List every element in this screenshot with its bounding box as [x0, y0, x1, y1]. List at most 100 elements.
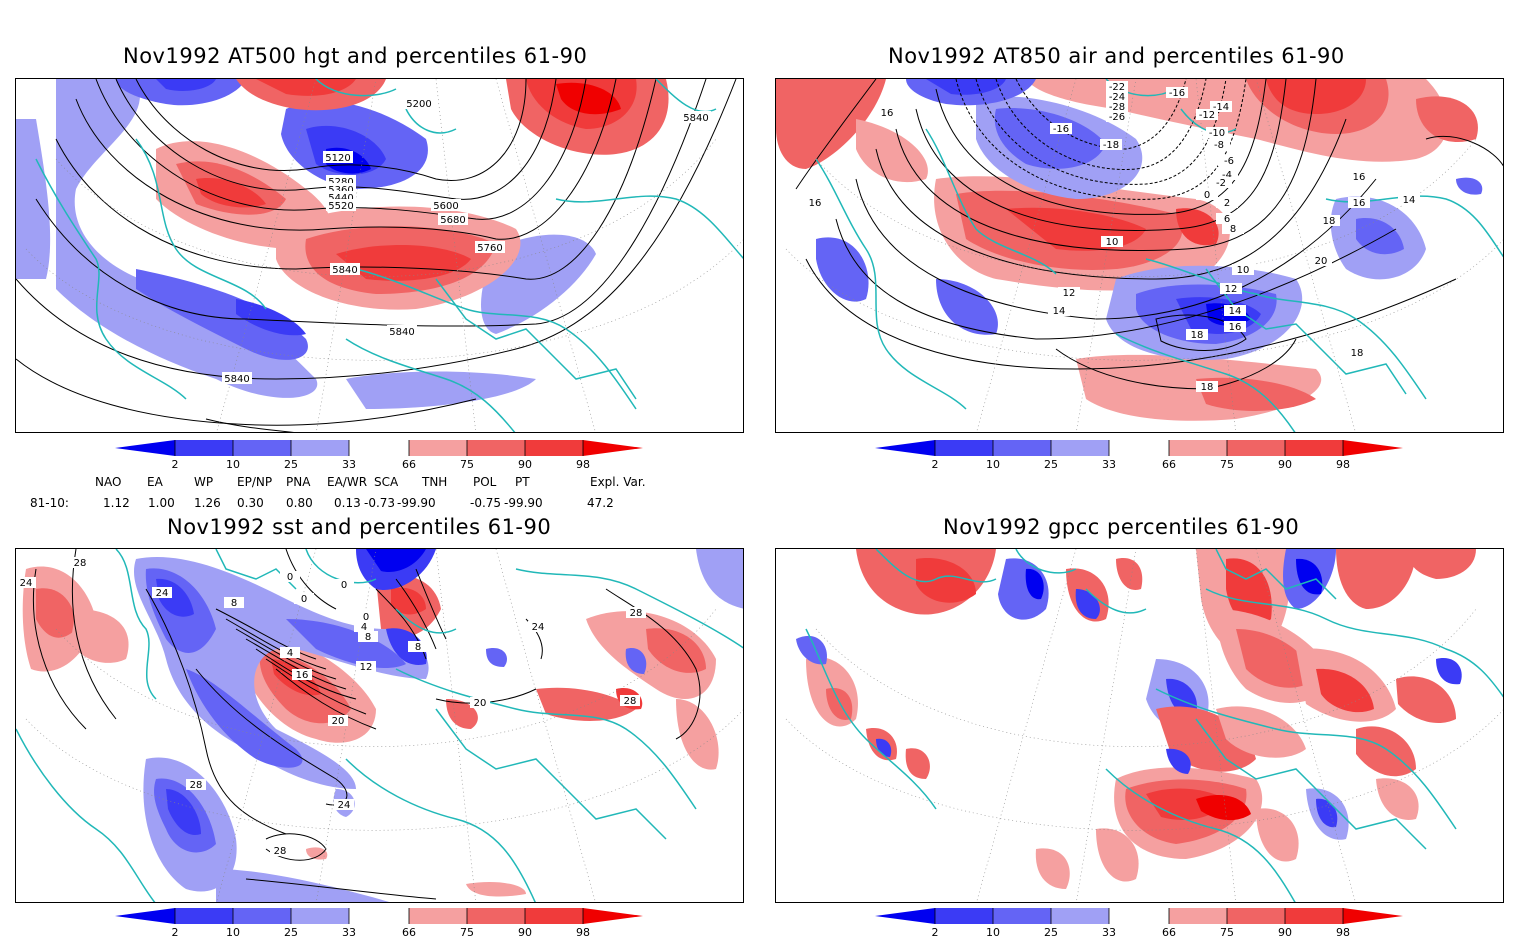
anomaly-blue-region: [1436, 658, 1462, 685]
contour-line: [1015, 79, 1187, 150]
contour-label: 8: [415, 642, 421, 653]
colorbar-swatch: [993, 440, 1051, 456]
contour-label: -28: [1109, 102, 1125, 113]
contour-label: 10: [1106, 237, 1119, 248]
graticule: [976, 79, 1356, 432]
contour-label: 8: [1230, 224, 1236, 235]
anomaly-red-region: [536, 687, 636, 721]
colorbar-tick: 66: [402, 926, 416, 939]
coastline: [925, 128, 1057, 275]
map-gpcc: [775, 548, 1504, 903]
contour-label: 5600: [433, 201, 458, 212]
coastline: [395, 668, 697, 810]
colorbar-tick: 33: [342, 458, 356, 471]
contour-line: [265, 833, 327, 861]
contour-line: [285, 549, 337, 610]
colorbar-swatch: [349, 440, 409, 456]
index-header: EP/NP: [237, 475, 273, 489]
contour-label: -2: [1216, 178, 1226, 189]
coastline: [815, 158, 967, 410]
colorbar-arrow-high: [583, 908, 643, 924]
contour-label: 12: [360, 662, 373, 673]
colorbar-arrow-high: [583, 440, 643, 456]
contour-line: [275, 668, 377, 730]
colorbar-tick: 90: [1278, 926, 1292, 939]
index-header: Expl. Var.: [590, 475, 646, 489]
coastline: [1115, 333, 1296, 432]
colorbar-tick: 75: [1220, 458, 1234, 471]
contour-label: -4: [1222, 170, 1232, 181]
contour-line: [245, 638, 347, 690]
coastline: [115, 549, 157, 700]
contour-line: [135, 79, 527, 181]
panel-title-air: Nov1992 AT850 air and percentiles 61-90: [888, 44, 1345, 68]
colorbar-tick: 90: [1278, 458, 1292, 471]
contour-label: -16: [1053, 124, 1069, 135]
colorbar-tick: 66: [1162, 926, 1176, 939]
coastline: [515, 568, 743, 649]
contour-line: [75, 79, 617, 240]
contour-line: [1155, 314, 1247, 351]
anomaly-red-region: [1176, 208, 1219, 246]
panel-title-gpcc: Nov1992 gpcc percentiles 61-90: [943, 515, 1300, 539]
colorbar-swatch: [409, 440, 467, 456]
anomaly-red-region: [776, 79, 886, 169]
index-value: 0.13: [334, 496, 361, 510]
colorbar-swatch: [291, 440, 349, 456]
contour-line: [605, 588, 701, 740]
colorbar-arrow-high: [1343, 908, 1403, 924]
contour-label: -12: [1199, 110, 1215, 121]
contour-label: 0: [1204, 190, 1210, 201]
anomaly-red-region: [1035, 848, 1070, 889]
coastline: [16, 728, 156, 902]
anomaly-blue-region: [1166, 678, 1197, 716]
index-header: WP: [194, 475, 214, 489]
anomaly-red-region: [1356, 726, 1416, 777]
contour-label: 5440: [328, 193, 353, 204]
contour-label: 18: [1351, 348, 1364, 359]
anomaly-blue-region: [625, 648, 647, 674]
contour-line: [995, 79, 1207, 170]
contour-line: [215, 608, 317, 660]
contour-label: 12: [1063, 288, 1076, 299]
index-value: 47.2: [587, 496, 614, 510]
colorbar-arrow-high: [1343, 440, 1403, 456]
colorbar-tick: 2: [932, 458, 939, 471]
contour-label: 28: [624, 696, 637, 707]
contour-label: 4: [361, 622, 367, 633]
anomaly-blue-region: [816, 237, 869, 302]
index-value: 1.12: [103, 496, 130, 510]
index-header: SCA: [374, 475, 399, 489]
contour-label: 20: [474, 698, 487, 709]
contour-label: 12: [1225, 284, 1238, 295]
contour-line: [955, 79, 1247, 200]
contour-label: 0: [301, 594, 307, 605]
contour-line: [805, 258, 1457, 370]
contour-label: 24: [20, 578, 33, 589]
contour-label: 28: [274, 846, 287, 857]
contour-label: 20: [332, 716, 345, 727]
index-value: -99.90: [504, 496, 543, 510]
contour-label: 5280: [328, 177, 353, 188]
anomaly-red-region: [1196, 377, 1316, 411]
contour-label: 8: [365, 632, 371, 643]
colorbar-swatch: [525, 908, 583, 924]
contour-label: -8: [1214, 140, 1224, 151]
anomaly-red-region: [586, 611, 716, 699]
contour-line: [795, 79, 877, 190]
contour-label: 5840: [332, 265, 357, 276]
index-header: PNA: [286, 475, 311, 489]
colorbar-arrow-low: [875, 908, 935, 924]
contour-label: 14: [1053, 306, 1066, 317]
anomaly-blue-region: [216, 869, 390, 902]
coastline: [1205, 588, 1503, 698]
index-value: 0.30: [237, 496, 264, 510]
index-header: PT: [515, 475, 530, 489]
contour-label: 5520: [328, 201, 353, 212]
contour-label: 18: [1323, 216, 1336, 227]
coastline: [875, 549, 997, 583]
colorbar-air: 2 10 25 33 66 75 90 98: [875, 440, 1403, 471]
contour-line: [33, 568, 87, 730]
contour-label: 28: [190, 780, 203, 791]
coastline: [355, 268, 637, 410]
